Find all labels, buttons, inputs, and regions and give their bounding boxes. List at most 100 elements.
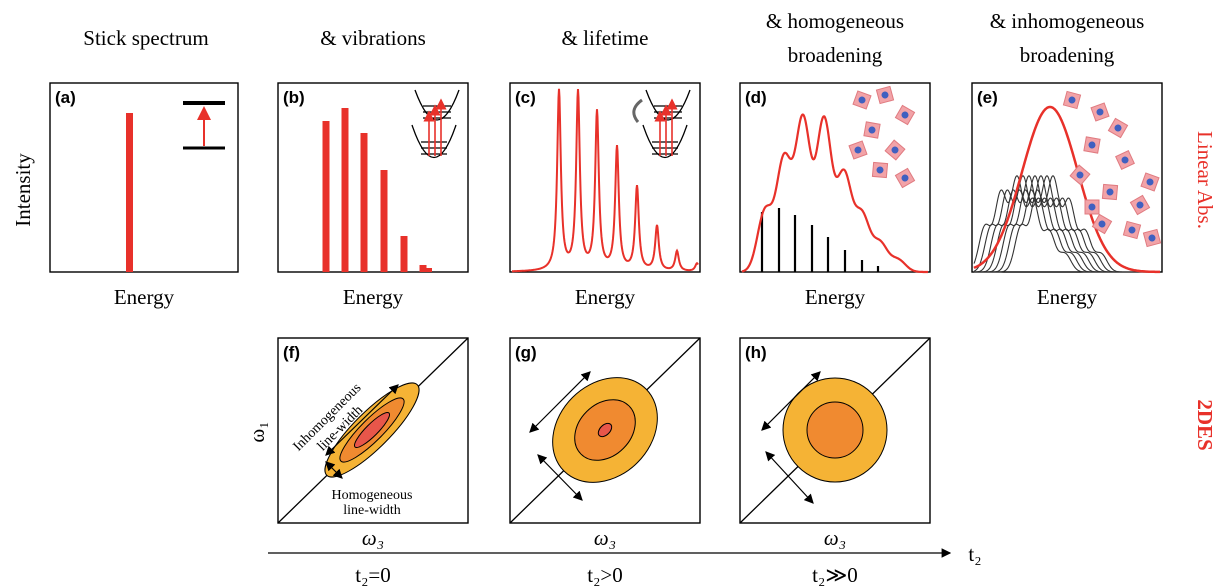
time-label: t₂>0 [587,563,623,587]
time-label: t₂≫0 [812,563,858,587]
omega3-label: ω₃ [824,526,846,550]
omega3-label: ω₃ [594,526,616,550]
molecule-core [854,146,862,154]
y-label: Intensity [11,153,35,227]
molecule-core [1076,171,1084,179]
molecule-core [876,166,884,174]
width-arrow [325,384,399,456]
molecule-core [1128,226,1136,234]
stick [380,170,388,272]
molecule [1083,136,1101,154]
shape [325,371,821,504]
molecule [1107,117,1129,139]
molecule [1062,90,1082,110]
width-arrow [761,371,821,431]
molecule [1101,183,1119,201]
header: & vibrations [320,26,426,50]
stick [419,265,427,272]
molecule-core [1088,141,1096,149]
row-label: Linear Abs. [1193,131,1217,229]
molecule-core [1148,234,1156,242]
molecule [848,140,868,160]
panel-frame [277,337,469,524]
molecule [1090,102,1110,122]
molecule [1122,220,1142,240]
panel-frame [739,82,931,273]
molecule-core [1088,203,1096,211]
molecule [1091,213,1113,235]
molecule-core [1121,156,1129,164]
panel-label: (a) [55,88,76,107]
molecule-core [1068,96,1076,104]
molecule-core [1146,178,1154,186]
molecule-core [881,91,889,99]
spectrum [512,88,699,273]
molecule [894,167,916,189]
potential [642,124,688,158]
panel-label: (e) [977,88,998,107]
panel-label: (g) [515,343,537,362]
molecule [1069,164,1091,186]
panel-label: (d) [745,88,767,107]
panel-frame [277,82,469,273]
potential [414,89,460,121]
molecule-core [1096,108,1104,116]
width-arrow [325,461,343,479]
molecule [871,161,889,179]
x-label: Energy [114,285,175,309]
potential-inset [632,89,691,158]
molecule [1129,194,1151,216]
molecule [1142,228,1162,248]
molecule-core [901,111,909,119]
x-label: Energy [805,285,866,309]
panel-label: (h) [745,343,767,362]
x-label: Energy [343,285,404,309]
molecule [852,90,872,110]
panel-frame [509,337,701,524]
width-arrow [765,451,814,504]
panel-label: (b) [283,88,305,107]
panel-label: (f) [283,343,300,362]
molecule [884,139,906,161]
width-arrow [529,371,591,433]
molecule-core [1098,220,1106,228]
row-label: 2DES [1193,399,1217,450]
stick [360,133,368,272]
molecule [875,85,895,105]
panel-frame [971,82,1163,273]
spectrum [974,175,1160,273]
stick [126,113,133,272]
header: & lifetime [562,26,649,50]
time-axis-label: t₂ [968,542,981,566]
header: Stick spectrum [83,26,208,50]
omega1-label: ω₁ [245,421,269,442]
stick [426,268,432,272]
omega3-label: ω₃ [362,526,384,550]
peak-contour [597,422,613,438]
molecule-core [868,126,876,134]
molecule-core [1106,188,1114,196]
molecule-core [891,146,899,154]
molecule-core [1136,201,1144,209]
panel-frame [509,82,701,273]
molecule [1115,150,1135,170]
stick [341,108,349,272]
molecule [894,104,916,126]
header: & inhomogeneous [990,9,1145,33]
header: broadening [788,43,883,67]
x-label: Energy [1037,285,1098,309]
annotation: Homogeneous [332,488,413,503]
stick [322,121,330,272]
spectrum [973,105,1160,274]
annotation: line-width [343,503,401,518]
peak-contour [806,401,864,459]
potential [645,89,691,121]
molecule [1084,199,1100,215]
x-label: Energy [575,285,636,309]
potential [411,124,457,158]
molecule-core [1114,124,1122,132]
molecule [863,121,881,139]
panel-frame [739,337,931,524]
